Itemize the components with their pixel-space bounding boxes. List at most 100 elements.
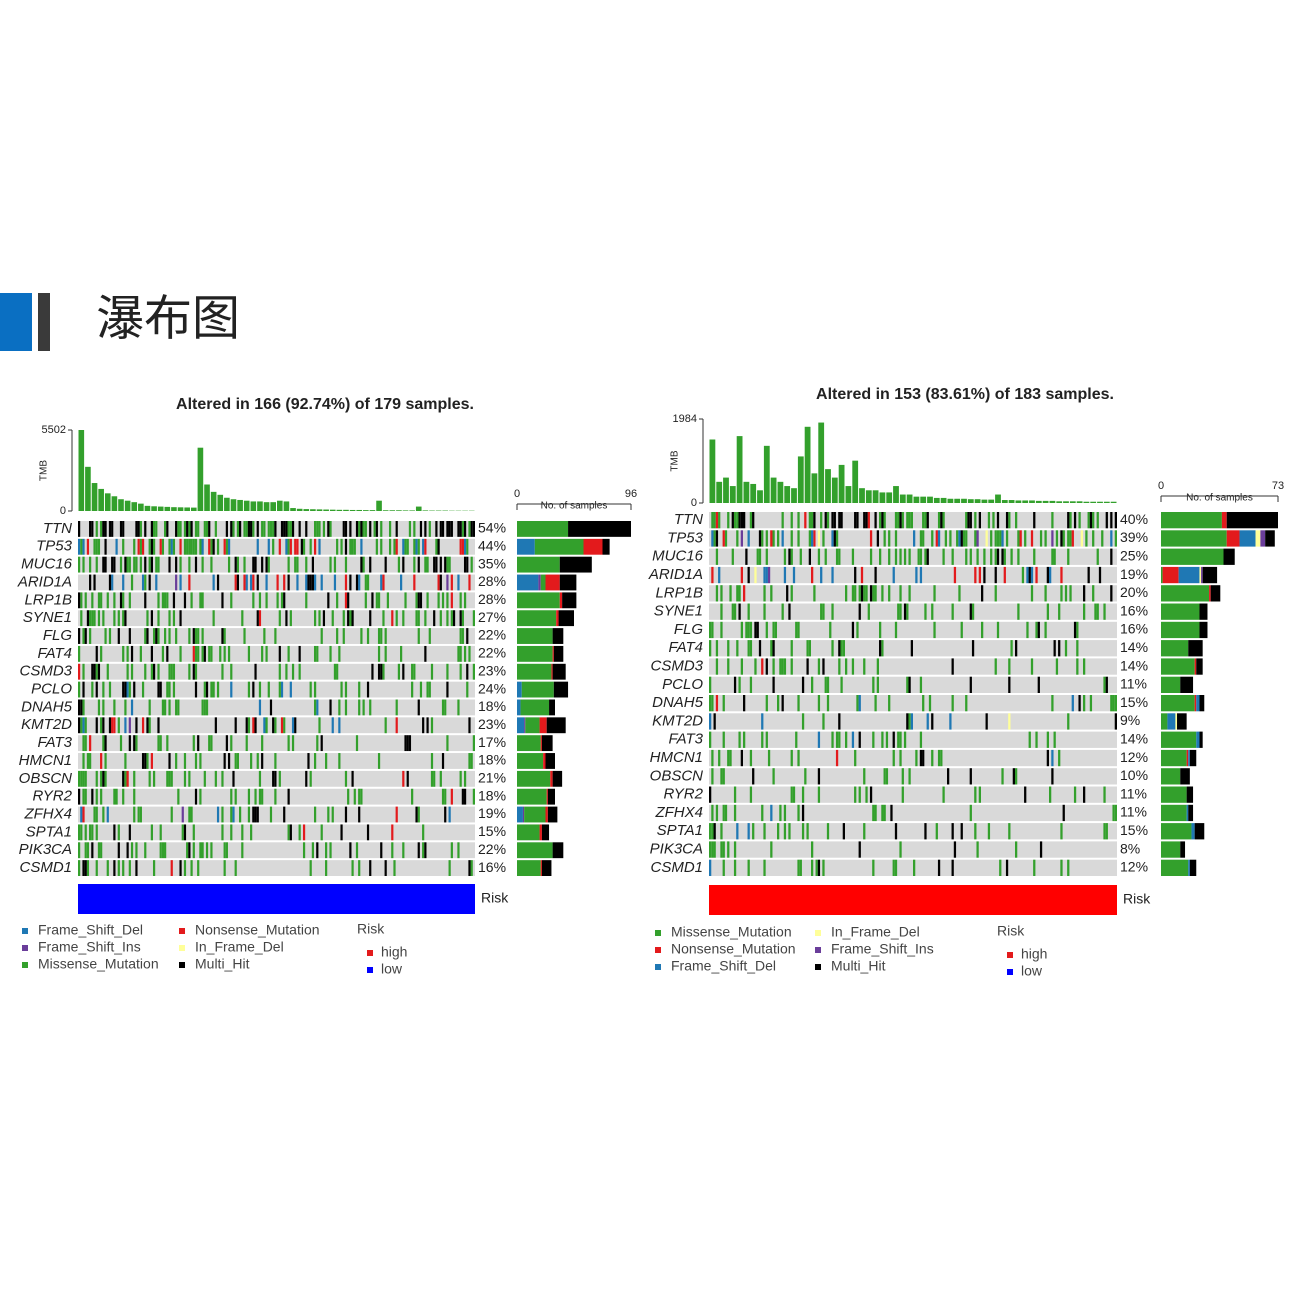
mutation-cell [80,538,83,555]
accent-block [0,293,32,351]
mutation-cell [799,548,802,565]
mutation-cell [1064,640,1068,657]
mutation-cell [867,603,870,620]
mutation-cell [426,592,429,609]
mutation-cell [203,699,206,716]
mutation-cell [894,548,898,565]
mutation-cell [874,804,877,822]
matrix-row [709,621,1117,639]
mutation-cell [713,841,716,858]
mutation-cell [417,538,420,555]
tmb-bar [791,488,797,503]
mutation-cell [223,860,226,876]
mutation-cell [183,538,187,555]
gene-label: ARID1A [17,573,72,590]
mutation-cell [813,512,816,529]
mutation-cell [806,640,809,657]
mutation-cell [113,610,116,627]
mutation-cell [135,735,138,752]
mutation-cell [113,824,116,841]
risk-label: Risk [1123,891,1151,907]
mutation-cell [446,663,449,680]
mutation-cell [446,735,449,752]
percent-label: 22% [478,645,506,661]
mutation-cell [305,521,308,537]
mutation-cell [157,681,160,698]
sample-count-bar [540,574,546,591]
mutation-cell [391,824,394,841]
gene-label: FLG [674,621,704,638]
mutation-cell [1055,530,1059,547]
mutation-cell [761,713,764,730]
tmb-bar [716,481,723,503]
mutation-cell [883,530,886,547]
mutation-cell [82,717,85,734]
mutation-cell [313,521,317,537]
mutation-cell [835,530,839,547]
mutation-cell [126,681,129,698]
mutation-cell [463,556,467,573]
mutation-cell [720,841,723,858]
sample-count-bar [517,663,552,680]
mutation-cell [885,768,889,785]
mutation-cell [84,592,87,609]
mutation-cell [144,556,147,573]
mutation-cell [808,512,811,529]
mutation-cell [155,574,158,591]
mutation-cell [111,556,114,573]
mutation-cell [254,806,257,823]
tmb-bar [243,500,250,511]
mutation-cell [261,753,264,769]
tmb-bar [197,447,204,511]
mutation-cell [1083,786,1086,803]
sample-count-bar [1196,731,1200,748]
mutation-cell [1024,786,1027,803]
sample-count-bar [517,610,557,627]
mutation-cell [113,699,116,716]
mutation-cell [377,645,381,662]
mutation-cell [1103,603,1106,620]
mutation-cell [82,806,85,823]
mutation-cell [172,681,176,698]
tmb-bar [825,469,831,503]
mutation-cell [338,645,341,662]
mutation-cell [80,699,83,716]
mutation-cell [858,731,861,748]
mutation-cell [417,556,420,573]
mutation-cell [78,628,81,644]
mutation-cell [869,786,873,803]
mutation-cell [888,695,891,712]
mutation-cell [265,574,268,591]
mutation-cell [254,556,257,573]
mutation-cell [104,753,107,769]
mutation-cell [402,842,405,859]
mutation-cell [908,512,911,529]
tmb-bar [237,499,243,511]
mutation-cell [157,592,160,609]
percent-label: 40% [1120,511,1148,527]
mutation-cell [786,585,789,602]
mutation-cell [366,628,370,644]
mutation-cell [95,860,98,876]
mutation-cell [192,735,195,752]
tmb-bar [763,445,770,503]
mutation-cell [1112,804,1115,822]
mutation-cell [958,585,961,602]
mutation-cell [874,566,877,584]
mutation-cell [738,676,741,693]
mutation-cell [84,735,87,752]
mutation-cell [879,512,882,529]
sample-count-bar [1186,749,1189,767]
mutation-cell [239,806,242,823]
mutation-cell [817,768,821,785]
percent-label: 10% [1120,767,1148,783]
mutation-cell [188,770,191,787]
mutation-cell [353,788,356,805]
mutation-cell [801,676,805,693]
sample-count-bar [550,770,553,787]
mutation-cell [790,640,793,657]
mutation-cell [826,823,830,840]
tmb-bar [906,494,913,503]
mutation-cell [463,770,467,787]
mutation-cell [813,530,816,547]
